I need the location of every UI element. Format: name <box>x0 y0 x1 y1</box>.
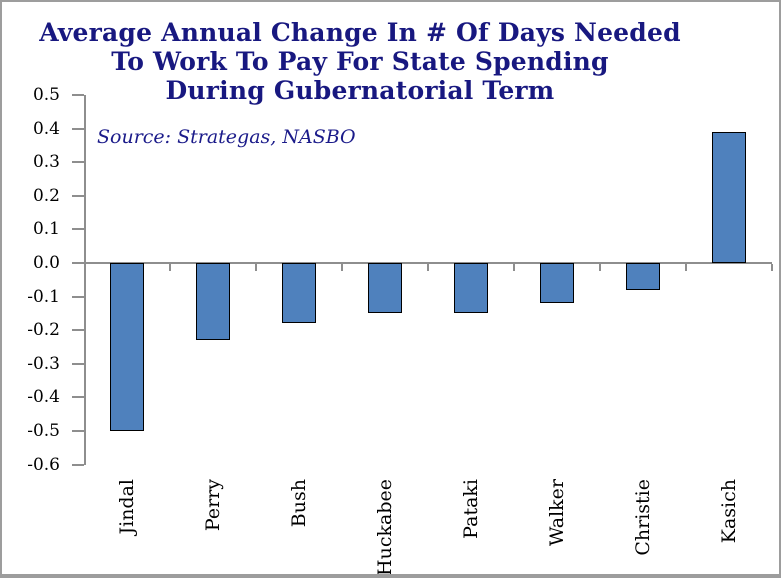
y-axis-label: -0.1 <box>27 286 60 307</box>
bar-kasich <box>712 132 746 263</box>
x-axis-label-jindal: Jindal <box>116 479 138 535</box>
bar-walker <box>540 263 574 303</box>
y-axis-tick <box>72 329 84 332</box>
chart-title-line-1: Average Annual Change In # Of Days Neede… <box>39 18 681 47</box>
chart-title: Average Annual Change In # Of Days Neede… <box>2 18 718 105</box>
y-axis-label: 0.2 <box>32 185 60 206</box>
bar-jindal <box>110 263 144 431</box>
x-axis-tick <box>169 264 171 271</box>
x-axis-label-christie: Christie <box>632 479 654 556</box>
y-axis-tick <box>72 362 84 365</box>
y-axis-tick <box>72 161 84 164</box>
y-axis-label: -0.5 <box>27 421 60 441</box>
x-axis-label-perry: Perry <box>202 479 224 532</box>
x-axis-label-bush: Bush <box>288 479 310 528</box>
y-axis-tick <box>72 430 84 432</box>
chart-title-line-2: To Work To Pay For State Spending <box>111 47 609 76</box>
y-axis-label: 0.4 <box>32 118 60 139</box>
x-axis-tick <box>255 264 257 271</box>
y-axis-label: -0.4 <box>27 387 60 408</box>
bar-bush <box>282 263 316 323</box>
y-axis-tick <box>72 262 84 264</box>
x-axis-tick <box>513 264 515 271</box>
x-axis-label-huckabee: Huckabee <box>374 479 396 576</box>
bar-pataki <box>454 263 488 313</box>
y-axis-tick <box>72 194 84 197</box>
y-axis-tick <box>72 228 84 231</box>
x-axis-label-walker: Walker <box>546 479 568 547</box>
x-axis-tick <box>341 264 343 271</box>
y-axis-label: 0.3 <box>32 152 60 173</box>
y-axis-tick <box>72 127 84 130</box>
y-axis-label: -0.2 <box>27 320 60 341</box>
x-axis-label-kasich: Kasich <box>718 479 740 544</box>
y-axis-tick <box>72 295 84 298</box>
y-axis-label: 0.0 <box>32 253 60 273</box>
y-axis-line <box>84 95 86 465</box>
bar-huckabee <box>368 263 402 313</box>
source-note: Source: Strategas, NASBO <box>97 126 356 148</box>
y-axis-label: 0.1 <box>32 219 60 240</box>
x-axis-tick <box>685 264 687 271</box>
y-axis-tick <box>72 463 84 466</box>
y-axis-tick <box>72 94 84 96</box>
x-axis-tick <box>599 264 601 271</box>
x-axis-tick <box>427 264 429 271</box>
bar-perry <box>196 263 230 340</box>
y-axis-label: 0.5 <box>32 85 60 105</box>
chart-title-line-3: During Gubernatorial Term <box>165 76 555 105</box>
y-axis-tick <box>72 396 84 399</box>
x-axis-label-pataki: Pataki <box>460 479 482 539</box>
x-axis-zero-line <box>84 262 772 264</box>
y-axis-label: -0.3 <box>27 353 60 374</box>
x-axis-tick <box>771 264 773 271</box>
y-axis-label: -0.6 <box>27 454 60 475</box>
bar-christie <box>626 263 660 290</box>
